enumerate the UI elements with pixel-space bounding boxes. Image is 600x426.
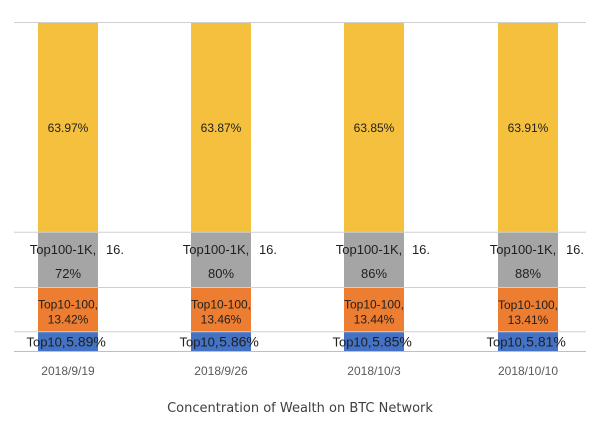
- x-tick-label-3: 2018/10/3: [347, 364, 401, 378]
- data-label-top100-1k-value-b-1: 72%: [55, 266, 81, 281]
- bar-top100-1k-1: [38, 232, 98, 288]
- data-label-top10-100-value-4: 13.41%: [508, 313, 549, 327]
- data-label-top10-100-value-2: 13.46%: [201, 313, 242, 327]
- data-label-top10-name-1: Top10,: [26, 334, 65, 349]
- data-label-top10-100-name-3: Top10-100,: [344, 298, 404, 312]
- bar-top10-2: [191, 331, 251, 351]
- bar-top100-1k-3: [344, 232, 404, 288]
- data-label-top10-value-2: 5.86%: [219, 333, 259, 349]
- x-tick-label-1: 2018/9/19: [41, 364, 95, 378]
- data-label-top10-value-4: 5.81%: [526, 333, 566, 349]
- data-label-top10-name-4: Top10,: [486, 334, 525, 349]
- bar-segment-4-1: [38, 22, 98, 233]
- bar-top100-1k-4: [498, 232, 558, 288]
- bar-top10-100-3: [344, 287, 404, 332]
- bar-top10-1: [38, 331, 98, 351]
- bar-top100-1k-2: [191, 232, 251, 288]
- data-label-top100-1k-name-3: Top100-1K,: [336, 242, 403, 257]
- data-label-top10-name-2: Top10,: [179, 334, 218, 349]
- data-label-top100-1k-name-4: Top100-1K,: [490, 242, 557, 257]
- data-label-top100-1k-name-1: Top100-1K,: [30, 242, 97, 257]
- bar-top10-100-4: [498, 287, 558, 332]
- data-label-top100-1k-value-a-2: 16.: [259, 242, 277, 257]
- data-label-top10-100-name-2: Top10-100,: [191, 298, 251, 312]
- data-label-top100-1k-name-2: Top100-1K,: [183, 242, 250, 257]
- bar-segment-4-4: [498, 22, 558, 233]
- data-label-top10-name-3: Top10,: [332, 334, 371, 349]
- bar-top10-100-1: [38, 287, 98, 332]
- bar-top10-3: [344, 331, 404, 351]
- data-label-top100-1k-value-a-4: 16.: [566, 242, 584, 257]
- data-label-top100-1k-value-a-1: 16.: [106, 242, 124, 257]
- x-tick-label-4: 2018/10/10: [498, 364, 558, 378]
- x-tick-label-2: 2018/9/26: [194, 364, 248, 378]
- data-label-top10-100-value-1: 13.42%: [48, 313, 89, 327]
- bar-segment-4-2: [191, 22, 251, 233]
- data-label-top10-value-1: 5.89%: [66, 333, 106, 349]
- data-label-segment-4-2: 63.87%: [201, 121, 242, 135]
- data-label-top100-1k-value-a-3: 16.: [412, 242, 430, 257]
- data-label-segment-4-1: 63.97%: [48, 121, 89, 135]
- chart-title: Concentration of Wealth on BTC Network: [167, 401, 433, 416]
- data-label-top10-100-name-4: Top10-100,: [498, 298, 558, 312]
- data-label-top10-100-value-3: 13.44%: [354, 313, 395, 327]
- data-label-top10-value-3: 5.85%: [372, 333, 412, 349]
- data-label-top100-1k-value-b-2: 80%: [208, 266, 234, 281]
- data-label-segment-4-4: 63.91%: [508, 121, 549, 135]
- data-label-top100-1k-value-b-4: 88%: [515, 266, 541, 281]
- bar-top10-100-2: [191, 287, 251, 332]
- data-label-segment-4-3: 63.85%: [354, 121, 395, 135]
- data-label-top100-1k-value-b-3: 86%: [361, 266, 387, 281]
- bar-top10-4: [498, 331, 558, 351]
- data-label-top10-100-name-1: Top10-100,: [38, 298, 98, 312]
- bar-segment-4-3: [344, 22, 404, 233]
